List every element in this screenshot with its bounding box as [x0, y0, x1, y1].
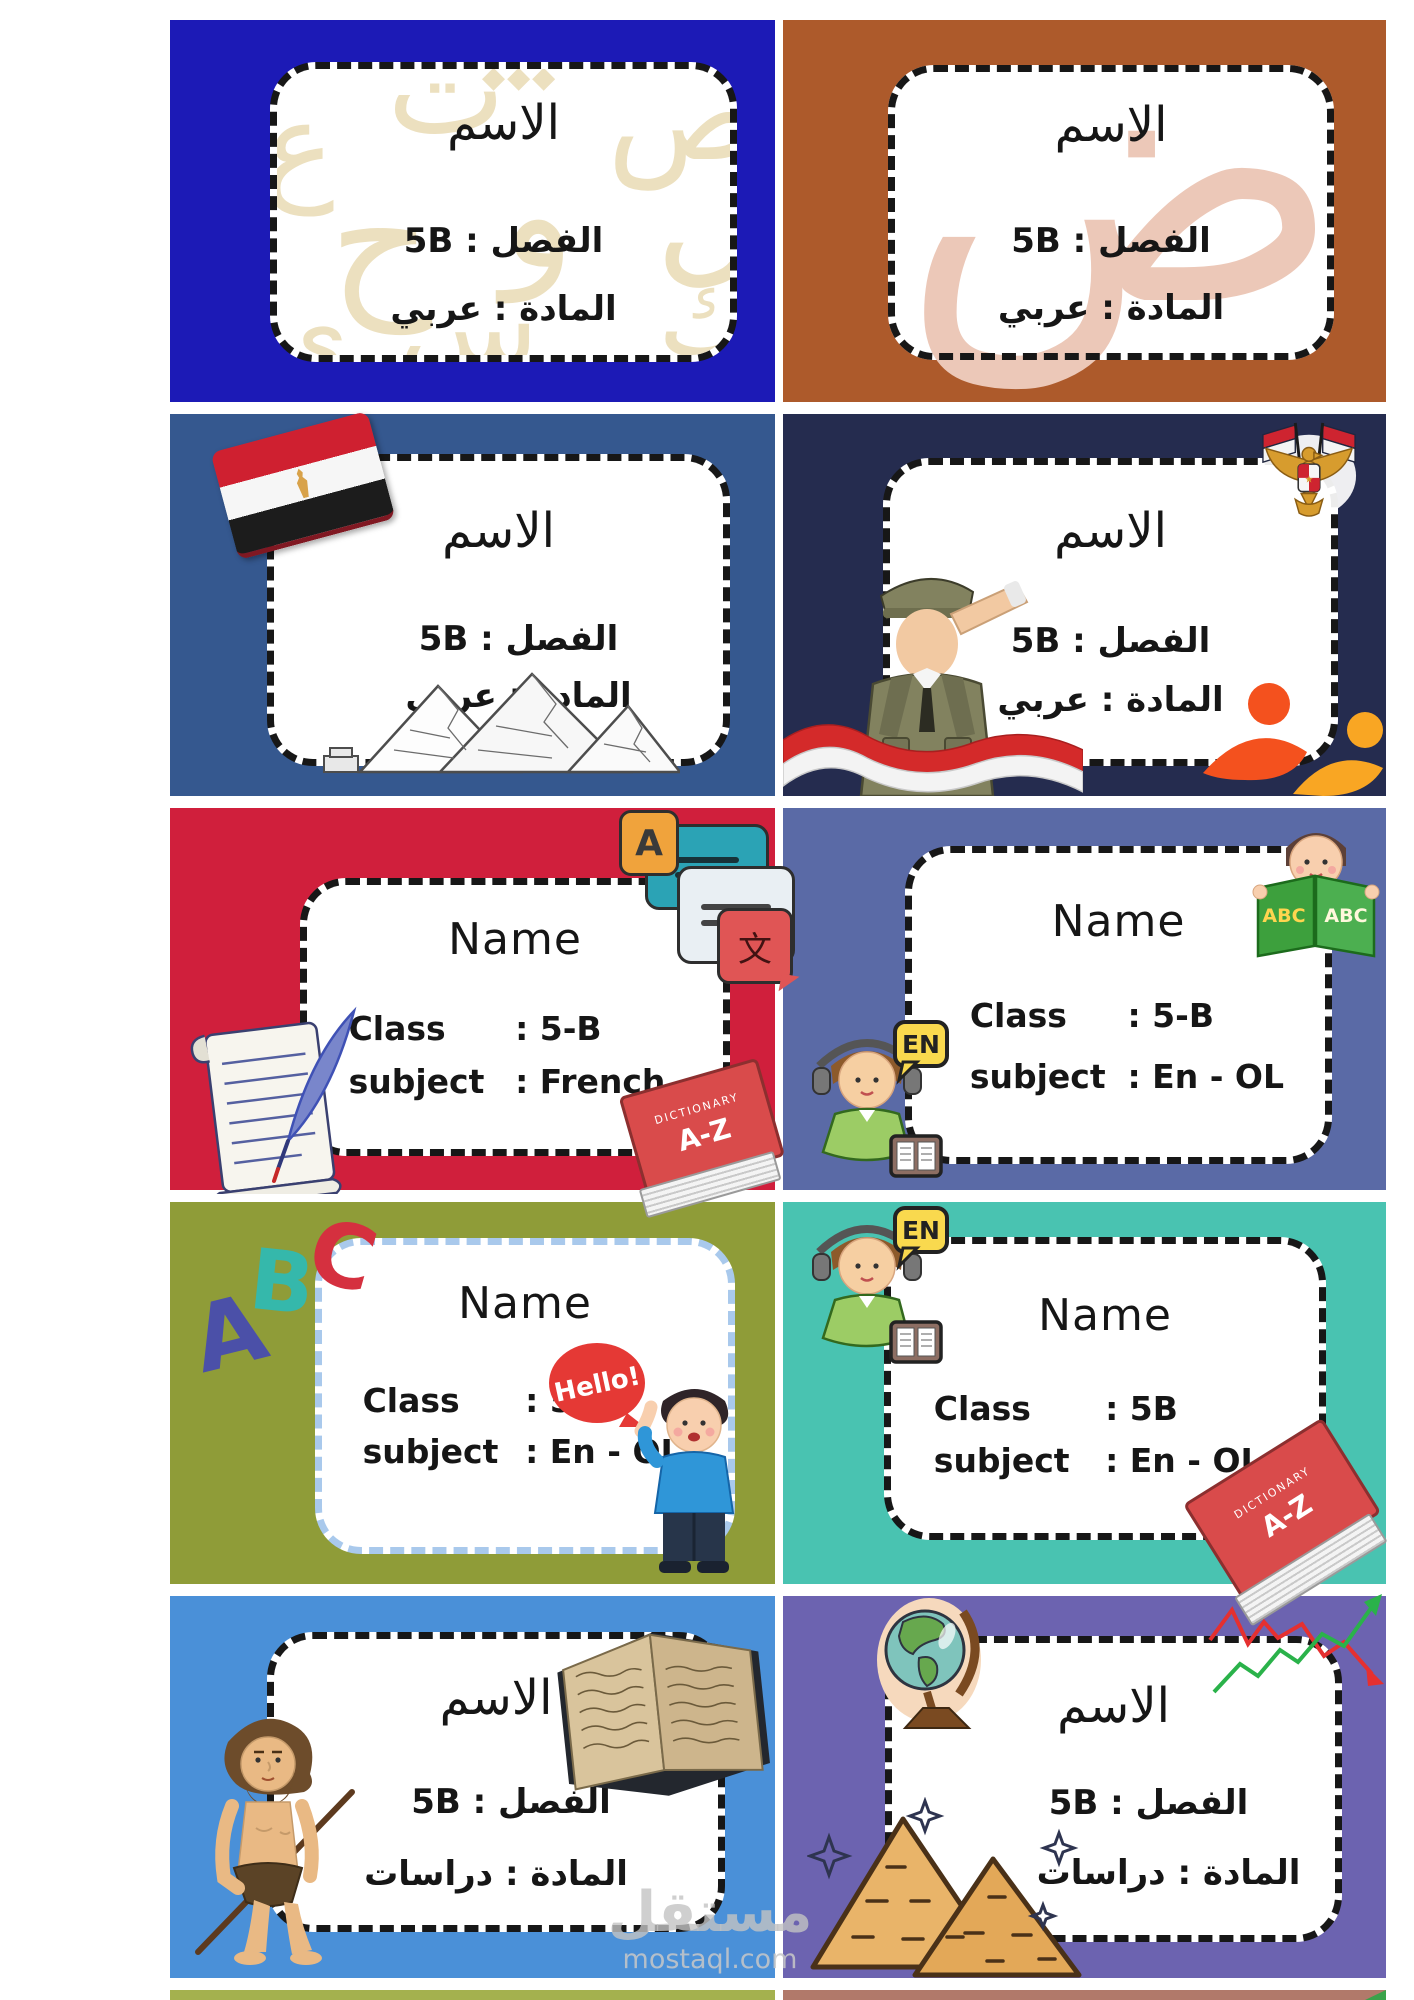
card-arabic-blue: ع ت ص ح و ل س ك ◆◆◆ ي الاسم الفصل : 5B ا… — [170, 20, 775, 402]
card-french: Name Class : 5-B subject : French A 文 — [170, 808, 795, 1219]
cartoon-pyramids-icon — [807, 1797, 1082, 1978]
class-value: : 5-B — [1127, 995, 1215, 1035]
class-value: : 5B — [1105, 1388, 1178, 1428]
subject-label: subject — [362, 1432, 499, 1472]
svg-text:EN: EN — [902, 1030, 940, 1059]
flag-eagle-icon — [288, 466, 317, 501]
card-english-olive: Name Class : 5-B subject : En - OL A B C… — [170, 1197, 775, 1584]
name-title: الاسم — [439, 1670, 553, 1727]
arabic-letter-decor: ت — [387, 62, 506, 163]
abc-reading-boy-icon: ABC ABC — [1252, 833, 1380, 958]
hello-boy-icon: Hello! — [549, 1343, 735, 1573]
class-line: الفصل : 5B — [403, 220, 604, 261]
subject-line: المادة : عربي — [390, 289, 617, 330]
class-line: الفصل : 5B — [1010, 620, 1211, 661]
arabic-letter-decor: و — [502, 129, 575, 303]
name-title: الاسم — [1054, 503, 1167, 560]
ancient-book-icon — [557, 1632, 770, 1796]
en-headphones-kid-icon: EN — [812, 1206, 949, 1364]
globe-icon — [877, 1598, 981, 1729]
card-studies-blue: الاسم الفصل : 5B المادة : دراسات — [170, 1596, 775, 1978]
arabic-letter-decor: ك — [657, 254, 730, 356]
card-inner: Name Class : 5B subject : En - OL — [884, 1237, 1326, 1540]
watermark-brand: مستقل — [607, 1880, 813, 1945]
subject-line: subject : En - OL — [970, 1057, 1313, 1096]
name-title: Name — [1051, 895, 1186, 947]
card-arabic-soldier: الاسم الفصل : 5B المادة : عربي — [783, 414, 1386, 796]
arabic-letter-decor: ح — [329, 147, 433, 334]
next-row-card-left — [170, 1990, 775, 2000]
diamond-pattern-decor: ◆◆◆ — [482, 62, 558, 95]
letter-a-bubble-icon: A — [619, 810, 679, 876]
subject-label: subject — [933, 1440, 1070, 1480]
name-title: الاسم — [1054, 97, 1168, 154]
arabic-letter-decor: ص — [607, 69, 730, 179]
pyramids-sketch-icon — [323, 672, 680, 774]
class-line: Class : 5B — [934, 1389, 1306, 1428]
card-inner: ع ت ص ح و ل س ك ◆◆◆ ي الاسم الفصل : 5B ا… — [270, 62, 737, 362]
card-english-teal: Name Class : 5B subject : En - OL EN — [783, 1202, 1388, 1627]
dad-letter-decor: ض — [901, 20, 1343, 387]
svg-text:EN: EN — [902, 1216, 940, 1245]
card-english-slate: Name Class : 5-B subject : En - OL ABC A… — [783, 808, 1386, 1190]
corner-accent — [1365, 1990, 1386, 2000]
svg-text:ABC: ABC — [1262, 905, 1305, 927]
svg-text:★: ★ — [1305, 475, 1314, 486]
subject-line: المادة : عربي — [997, 288, 1225, 329]
card-arabic-brown: ض الاسم الفصل : 5B المادة : عربي — [783, 20, 1386, 402]
name-title: الاسم — [447, 94, 560, 151]
class-label: Class — [348, 1009, 446, 1049]
class-line: الفصل : 5B — [418, 618, 619, 659]
card-arabic-egypt: الاسم الفصل : 5B المادة : عربي — [170, 410, 775, 796]
watermark: مستقل mostaql.com — [598, 1882, 822, 1975]
orange-people-logo-icon — [1203, 683, 1383, 796]
class-line: الفصل : 5B — [1048, 1783, 1249, 1824]
en-headphones-kid-icon: EN — [812, 1020, 949, 1178]
name-title: الاسم — [442, 502, 555, 559]
translation-bubbles-icon: A 文 — [619, 810, 795, 984]
class-line: Class : 5-B — [349, 1009, 711, 1048]
stock-arrows-icon — [1208, 1594, 1384, 1694]
class-line: Class : 5-B — [970, 996, 1313, 1035]
name-title: Name — [458, 1278, 592, 1330]
subject-line: المادة : دراسات — [1036, 1853, 1301, 1894]
class-line: الفصل : 5B — [411, 1782, 611, 1822]
subject-value: : En - OL — [1127, 1056, 1284, 1096]
arabic-letter-decor: ل — [655, 139, 730, 289]
arabic-letter-decor: ع — [270, 77, 335, 216]
subject-line: المادة : دراسات — [364, 1853, 628, 1894]
name-title: الاسم — [1057, 1678, 1170, 1735]
card-inner: Name Class : 5-B subject : En - OL — [315, 1238, 735, 1554]
name-title: Name — [1038, 1290, 1172, 1342]
subject-label: subject — [969, 1056, 1106, 1096]
watermark-domain: mostaql.com — [622, 1943, 798, 1975]
card-studies-purple: الاسم الفصل : 5B المادة : دراسات — [783, 1594, 1386, 1978]
garuda-emblem-icon: ★ — [1261, 422, 1357, 518]
flag-ribbon-icon — [783, 724, 1083, 793]
scroll-quill-icon — [190, 1006, 357, 1194]
arabic-letter-decor: س — [397, 259, 539, 362]
next-row-card-right — [783, 1990, 1386, 2000]
svg-text:ABC: ABC — [1324, 905, 1367, 927]
card-inner — [888, 65, 1334, 360]
card-border: الاسم الفصل : 5B المادة : عربي — [888, 65, 1334, 360]
class-label: Class — [933, 1388, 1031, 1428]
caveman-icon — [195, 1718, 355, 1965]
cjk-bubble-icon: 文 — [717, 908, 793, 984]
subject-line: المادة : عربي — [997, 679, 1224, 720]
name-title: Name — [448, 914, 582, 966]
subject-label: subject — [348, 1061, 485, 1101]
arabic-letter-decor: ي — [270, 272, 349, 362]
class-value: : 5-B — [515, 1009, 602, 1049]
class-label: Class — [969, 995, 1067, 1035]
class-line: الفصل : 5B — [1011, 220, 1211, 261]
class-label: Class — [362, 1380, 460, 1420]
